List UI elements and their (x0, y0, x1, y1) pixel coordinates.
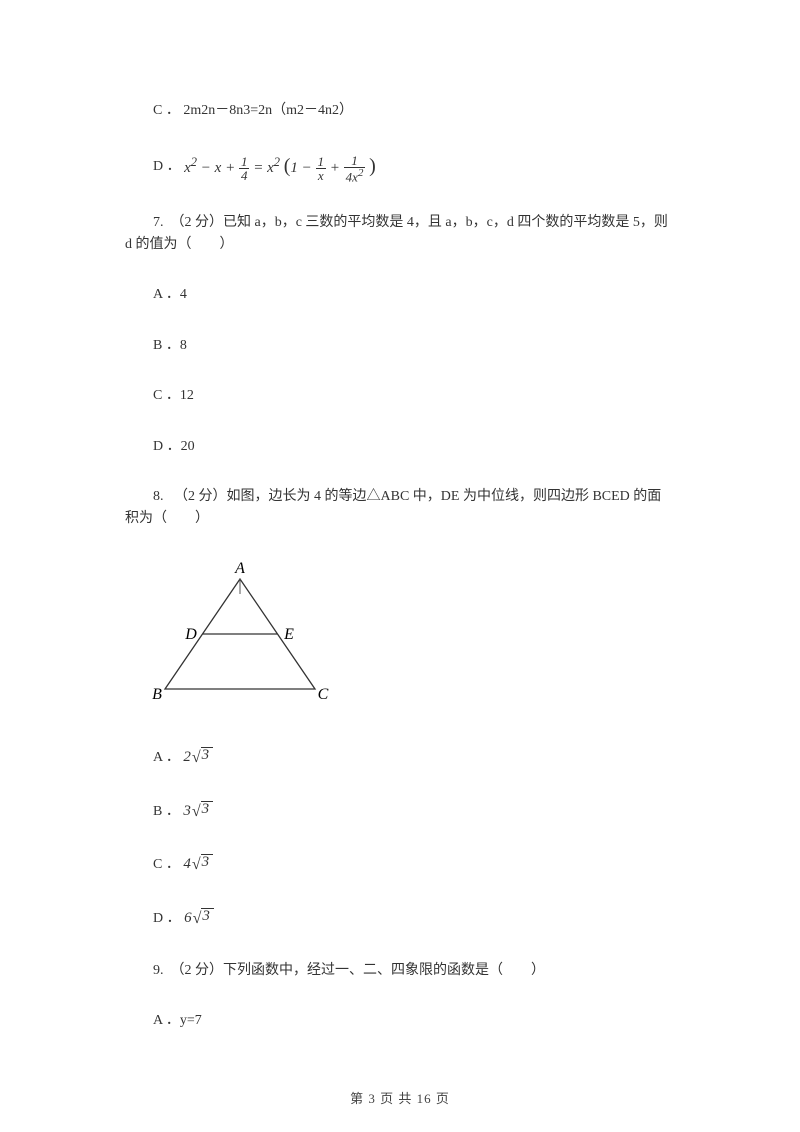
option-label: A ． (153, 750, 180, 765)
q7-option-b: B ．8 (153, 335, 675, 357)
option-label: C ． (153, 103, 180, 118)
q8-points: （2 分） (174, 489, 227, 504)
sqrt-expr: 4√3 (183, 852, 213, 878)
page-footer: 第 3 页 共 16 页 (0, 1089, 800, 1110)
option-text: y=7 (180, 1013, 202, 1028)
formula-d: x2 − x + 14 = x2 (1 − 1x + 14x2 ) (184, 150, 376, 183)
q7-option-a: A ．4 (153, 284, 675, 306)
q7-option-d: D ．20 (153, 436, 675, 458)
option-label: C ． (153, 388, 180, 403)
option-label: A ． (153, 287, 180, 302)
sqrt-expr: 2√3 (183, 745, 213, 771)
triangle-figure: A B C D E (145, 559, 675, 717)
q7-option-c: C ．12 (153, 385, 675, 407)
footer-text: 第 3 页 共 16 页 (350, 1091, 450, 1106)
q9-text: 下列函数中，经过一、二、四象限的函数是（ ） (223, 963, 545, 978)
q9-option-a: A ．y=7 (153, 1010, 675, 1032)
q8-stem: 8. （2 分）如图，边长为 4 的等边△ABC 中，DE 为中位线，则四边形 … (125, 486, 675, 531)
option-label: B ． (153, 804, 180, 819)
q9-points: （2 分） (171, 963, 224, 978)
q6-option-c: C ． 2m2n－8n3=2n（m2－4n2） (153, 100, 675, 122)
option-text: 4 (180, 287, 187, 302)
option-text: 12 (180, 388, 194, 403)
option-label: D ． (153, 439, 181, 454)
label-c: C (318, 686, 329, 703)
q9-stem: 9. （2 分）下列函数中，经过一、二、四象限的函数是（ ） (125, 960, 675, 982)
label-b: B (152, 686, 162, 703)
option-label: B ． (153, 338, 180, 353)
option-label: D ． (153, 911, 181, 926)
q9-number: 9. (153, 963, 164, 978)
q6-option-d: D ． x2 − x + 14 = x2 (1 − 1x + 14x2 ) (153, 150, 675, 183)
option-text: 8 (180, 338, 187, 353)
option-label: A ． (153, 1013, 180, 1028)
label-d: D (184, 626, 197, 643)
sqrt-expr: 3√3 (183, 799, 213, 825)
label-e: E (283, 626, 294, 643)
option-text: 20 (181, 439, 195, 454)
q8-option-c: C ． 4√3 (153, 852, 675, 878)
option-label: D ． (153, 159, 181, 174)
q8-option-d: D ． 6√3 (153, 906, 675, 932)
q8-number: 8. (153, 489, 164, 504)
option-text: 2m2n－8n3=2n（m2－4n2） (183, 103, 353, 118)
triangle-svg: A B C D E (145, 559, 335, 709)
q7-number: 7. (153, 215, 164, 230)
q8-option-b: B ． 3√3 (153, 799, 675, 825)
q8-option-a: A ． 2√3 (153, 745, 675, 771)
sqrt-expr: 6√3 (184, 906, 214, 932)
label-a: A (234, 560, 245, 577)
option-label: C ． (153, 857, 180, 872)
q7-stem: 7. （2 分）已知 a，b，c 三数的平均数是 4，且 a，b，c，d 四个数… (125, 212, 675, 257)
q7-points: （2 分） (171, 215, 224, 230)
